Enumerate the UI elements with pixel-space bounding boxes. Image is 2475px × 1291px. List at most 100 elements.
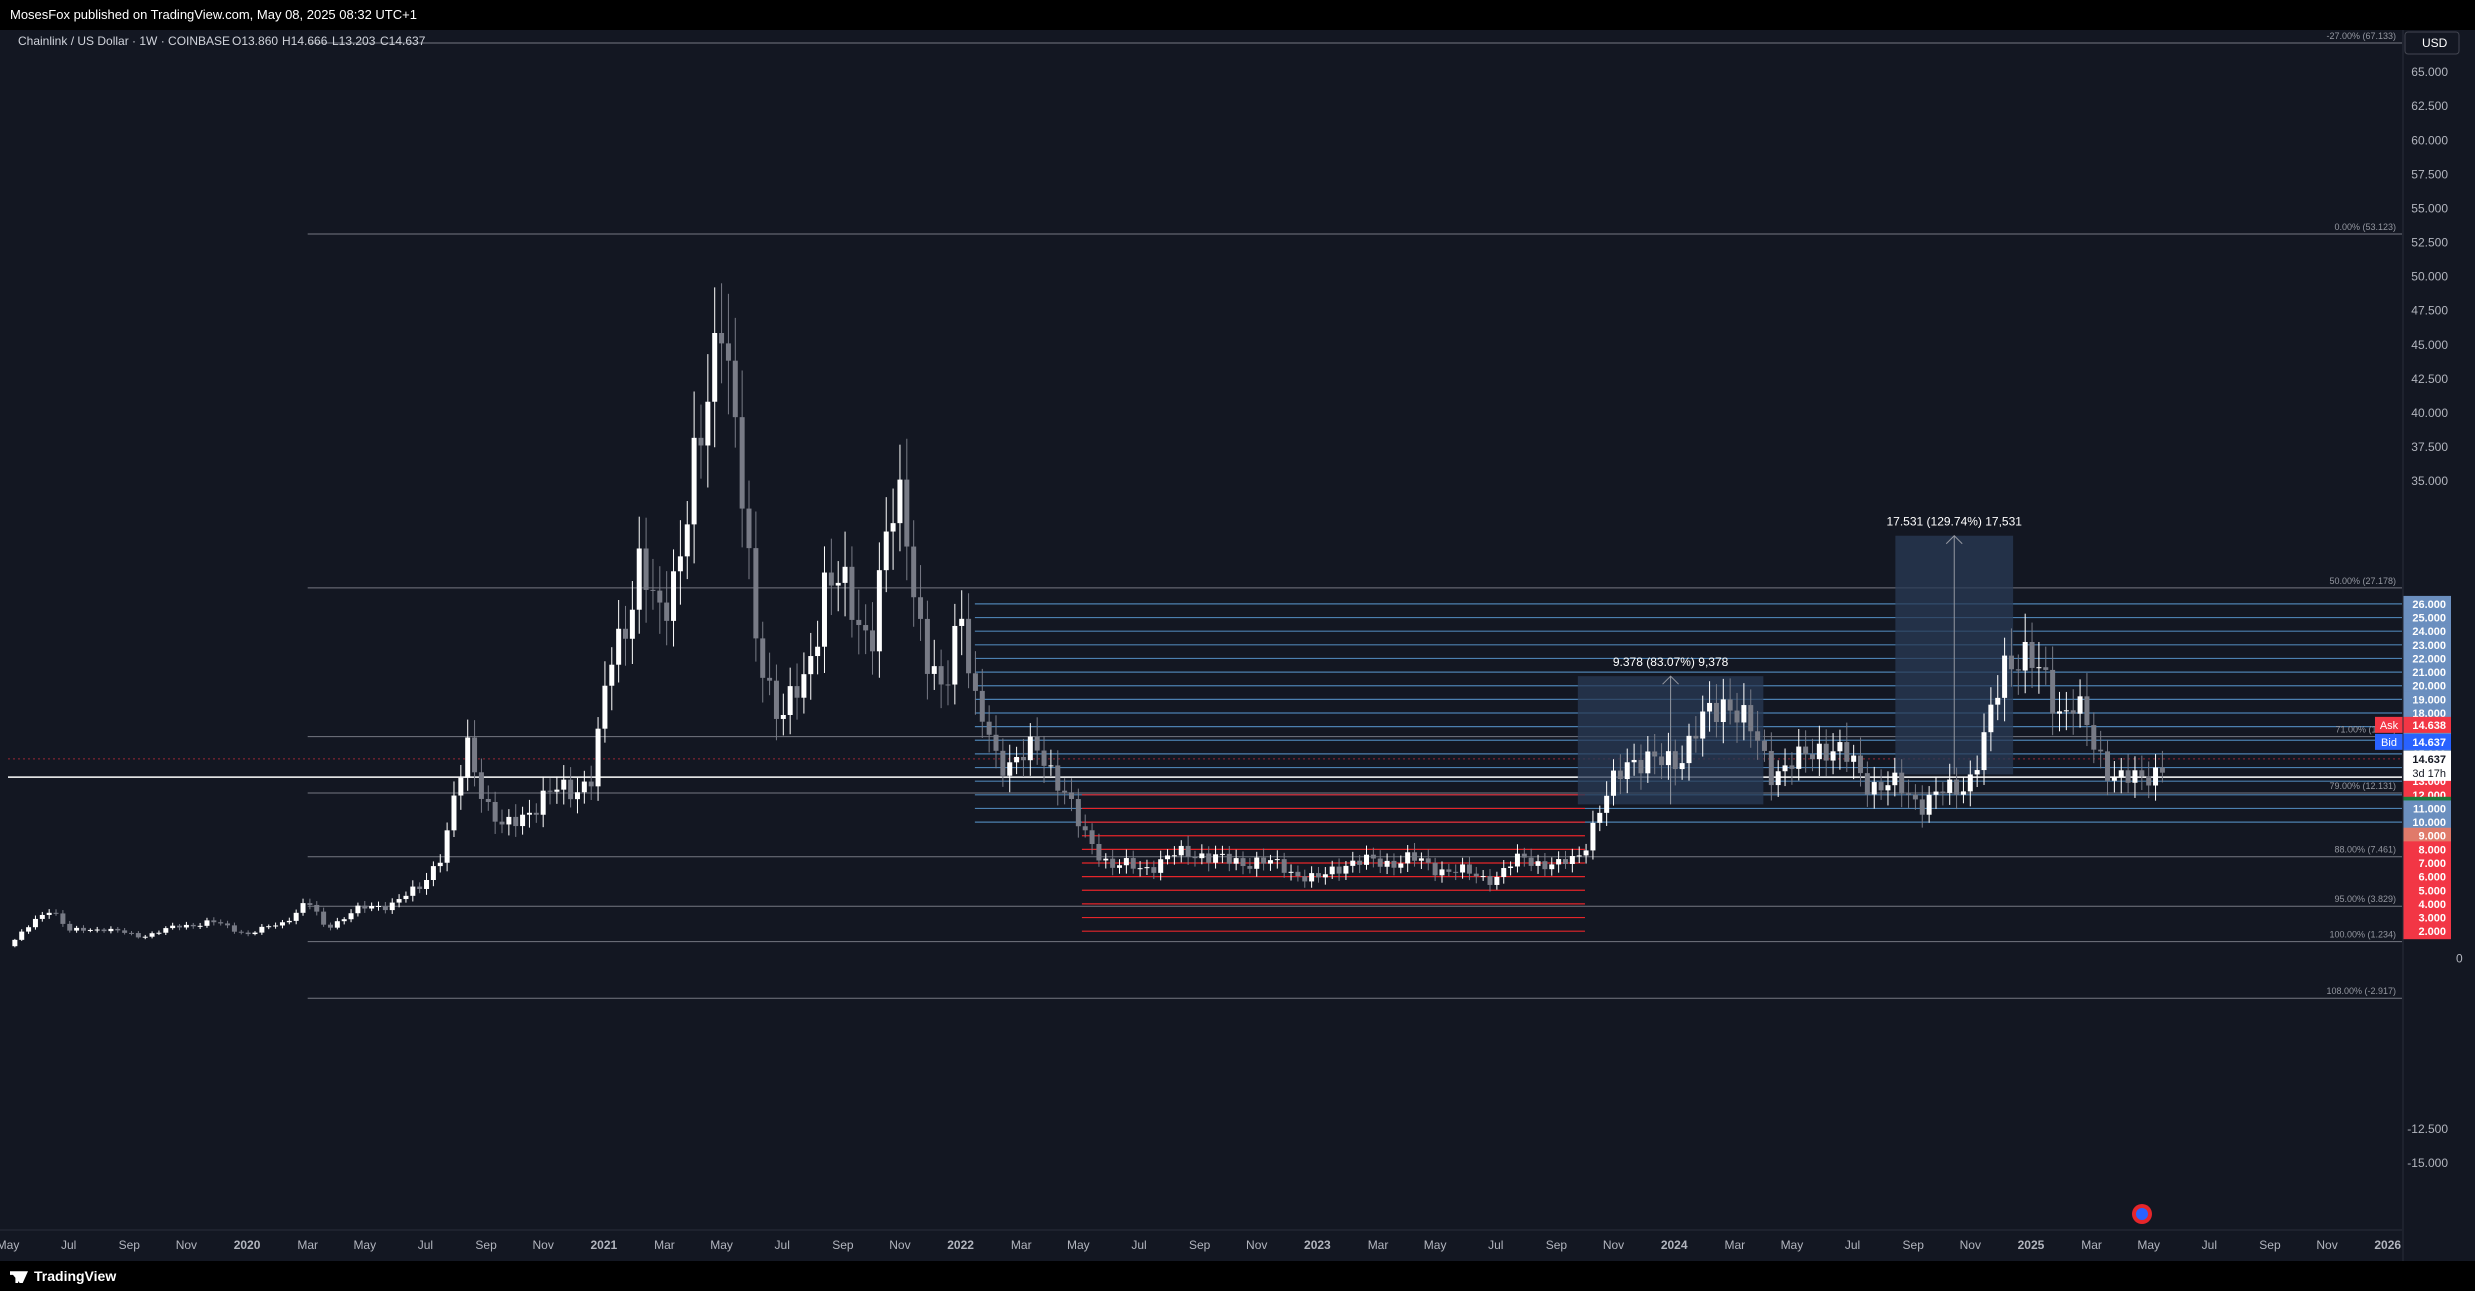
time-tick-label: 2021 [590,1238,617,1252]
candle-body [1652,751,1658,757]
price-badge [2403,664,2451,681]
currency-button[interactable] [2404,31,2460,55]
candle-body [746,508,752,549]
price-chart-svg[interactable]: -27.00% (67.133) 0.00% (53.123) 50.00% (27… [0,30,2475,1261]
candle-body [1864,773,1870,795]
candle-body [1130,858,1136,869]
candle-body [554,789,560,792]
candle-body [931,666,937,674]
candle-body [286,920,292,923]
candle-body [609,664,615,686]
candle-body [671,571,677,621]
candle-body [1261,857,1267,864]
price-badge [2403,677,2451,694]
candle-body [1226,853,1232,864]
time-tick-label: Sep [832,1238,854,1252]
bid-tag [2375,733,2403,750]
candle-body [273,925,279,927]
time-axis: May Jul Sep Nov 2020 Mar May Jul Sep Nov 2021 Mar Ma… [0,30,2404,1261]
candle-body [1693,735,1699,739]
candle-body [1803,746,1809,755]
candle-body [1068,792,1074,799]
candle-body [2063,710,2069,712]
candle-body [1254,857,1260,869]
time-tick-label: Nov [1960,1238,1981,1252]
candle-body [1418,858,1424,861]
candle-body [1830,751,1836,761]
candle-body [458,777,464,796]
candle-body [581,781,587,793]
ohlc-open: O13.860 [232,34,278,48]
candle-body [1906,793,1912,795]
candle-body [1494,876,1500,885]
candle-body [1432,862,1438,876]
candle-body [1055,765,1061,791]
time-tick-label: Mar [1011,1238,1032,1252]
price-badge-label: 6.000 [2418,872,2446,884]
price-badge [2403,691,2451,708]
price-badge-label: 26.000 [2412,599,2446,611]
candle-body [204,920,210,926]
candle-body [1569,855,1575,864]
candle-body [1892,772,1898,786]
candle-body [705,401,711,446]
candle-body [1281,859,1287,873]
price-badge [2403,595,2451,612]
time-tick-label: Sep [119,1238,141,1252]
candle-body [2139,770,2145,777]
candle-body [1219,853,1225,855]
candle-body [478,772,484,799]
candle-body [1611,770,1617,796]
candle-body [780,715,786,719]
price-badge [2403,609,2451,626]
candle-body [231,925,237,932]
candle-body [259,926,265,933]
candle-body [1672,751,1678,770]
candle-body [53,912,59,914]
bid-price [2403,733,2451,750]
candle-body [197,925,203,927]
candle-body [2084,696,2090,726]
candle-body [808,656,814,675]
candle-body [1233,858,1239,864]
candle-body [698,437,704,446]
time-tick-label: May [1424,1238,1447,1252]
candle-body [1919,799,1925,815]
candle-body [966,618,972,674]
price-badge-label: 9.000 [2418,831,2446,843]
price-tick-label: 60.000 [2411,133,2448,147]
bid-price-label: 14.637 [2412,737,2446,749]
candle-body [1851,755,1857,762]
time-tick-label: Jul [1845,1238,1860,1252]
price-badge [2403,882,2451,899]
candle-body [1604,795,1610,813]
candle-body [1871,782,1877,795]
price-tick-label: 52.500 [2411,236,2448,250]
candle-body [1837,742,1843,752]
chart-area[interactable]: -27.00% (67.133) 0.00% (53.123) 50.00% (27… [0,30,2475,1261]
candle-body [369,906,375,909]
candle-body [1302,876,1308,882]
price-badge [2403,636,2451,653]
price-badge-label: 8.000 [2418,844,2446,856]
price-tick-label: 50.000 [2411,270,2448,284]
price-tick-label: 62.500 [2411,99,2448,113]
price-badge [2403,800,2451,817]
candle-body [1789,765,1795,769]
candle-body [1755,731,1761,741]
candle-body [856,619,862,626]
candle-body [1117,865,1123,868]
time-tick-label: May [1067,1238,1090,1252]
price-tick-label: -15.000 [2407,1156,2448,1170]
time-tick-label: 2025 [2018,1238,2045,1252]
candle-body [1885,785,1891,791]
candle-body [1899,772,1905,794]
price-axis: 67.50065.00062.50060.00057.50055.00052.5… [2375,30,2475,1261]
candle-body [1542,861,1548,870]
candle-body [526,812,532,815]
candle-body [2077,696,2083,714]
time-tick-label: Mar [297,1238,318,1252]
candle-body [993,734,999,751]
last-price-label: 14.637 [2412,754,2446,766]
candle-body [691,437,697,525]
